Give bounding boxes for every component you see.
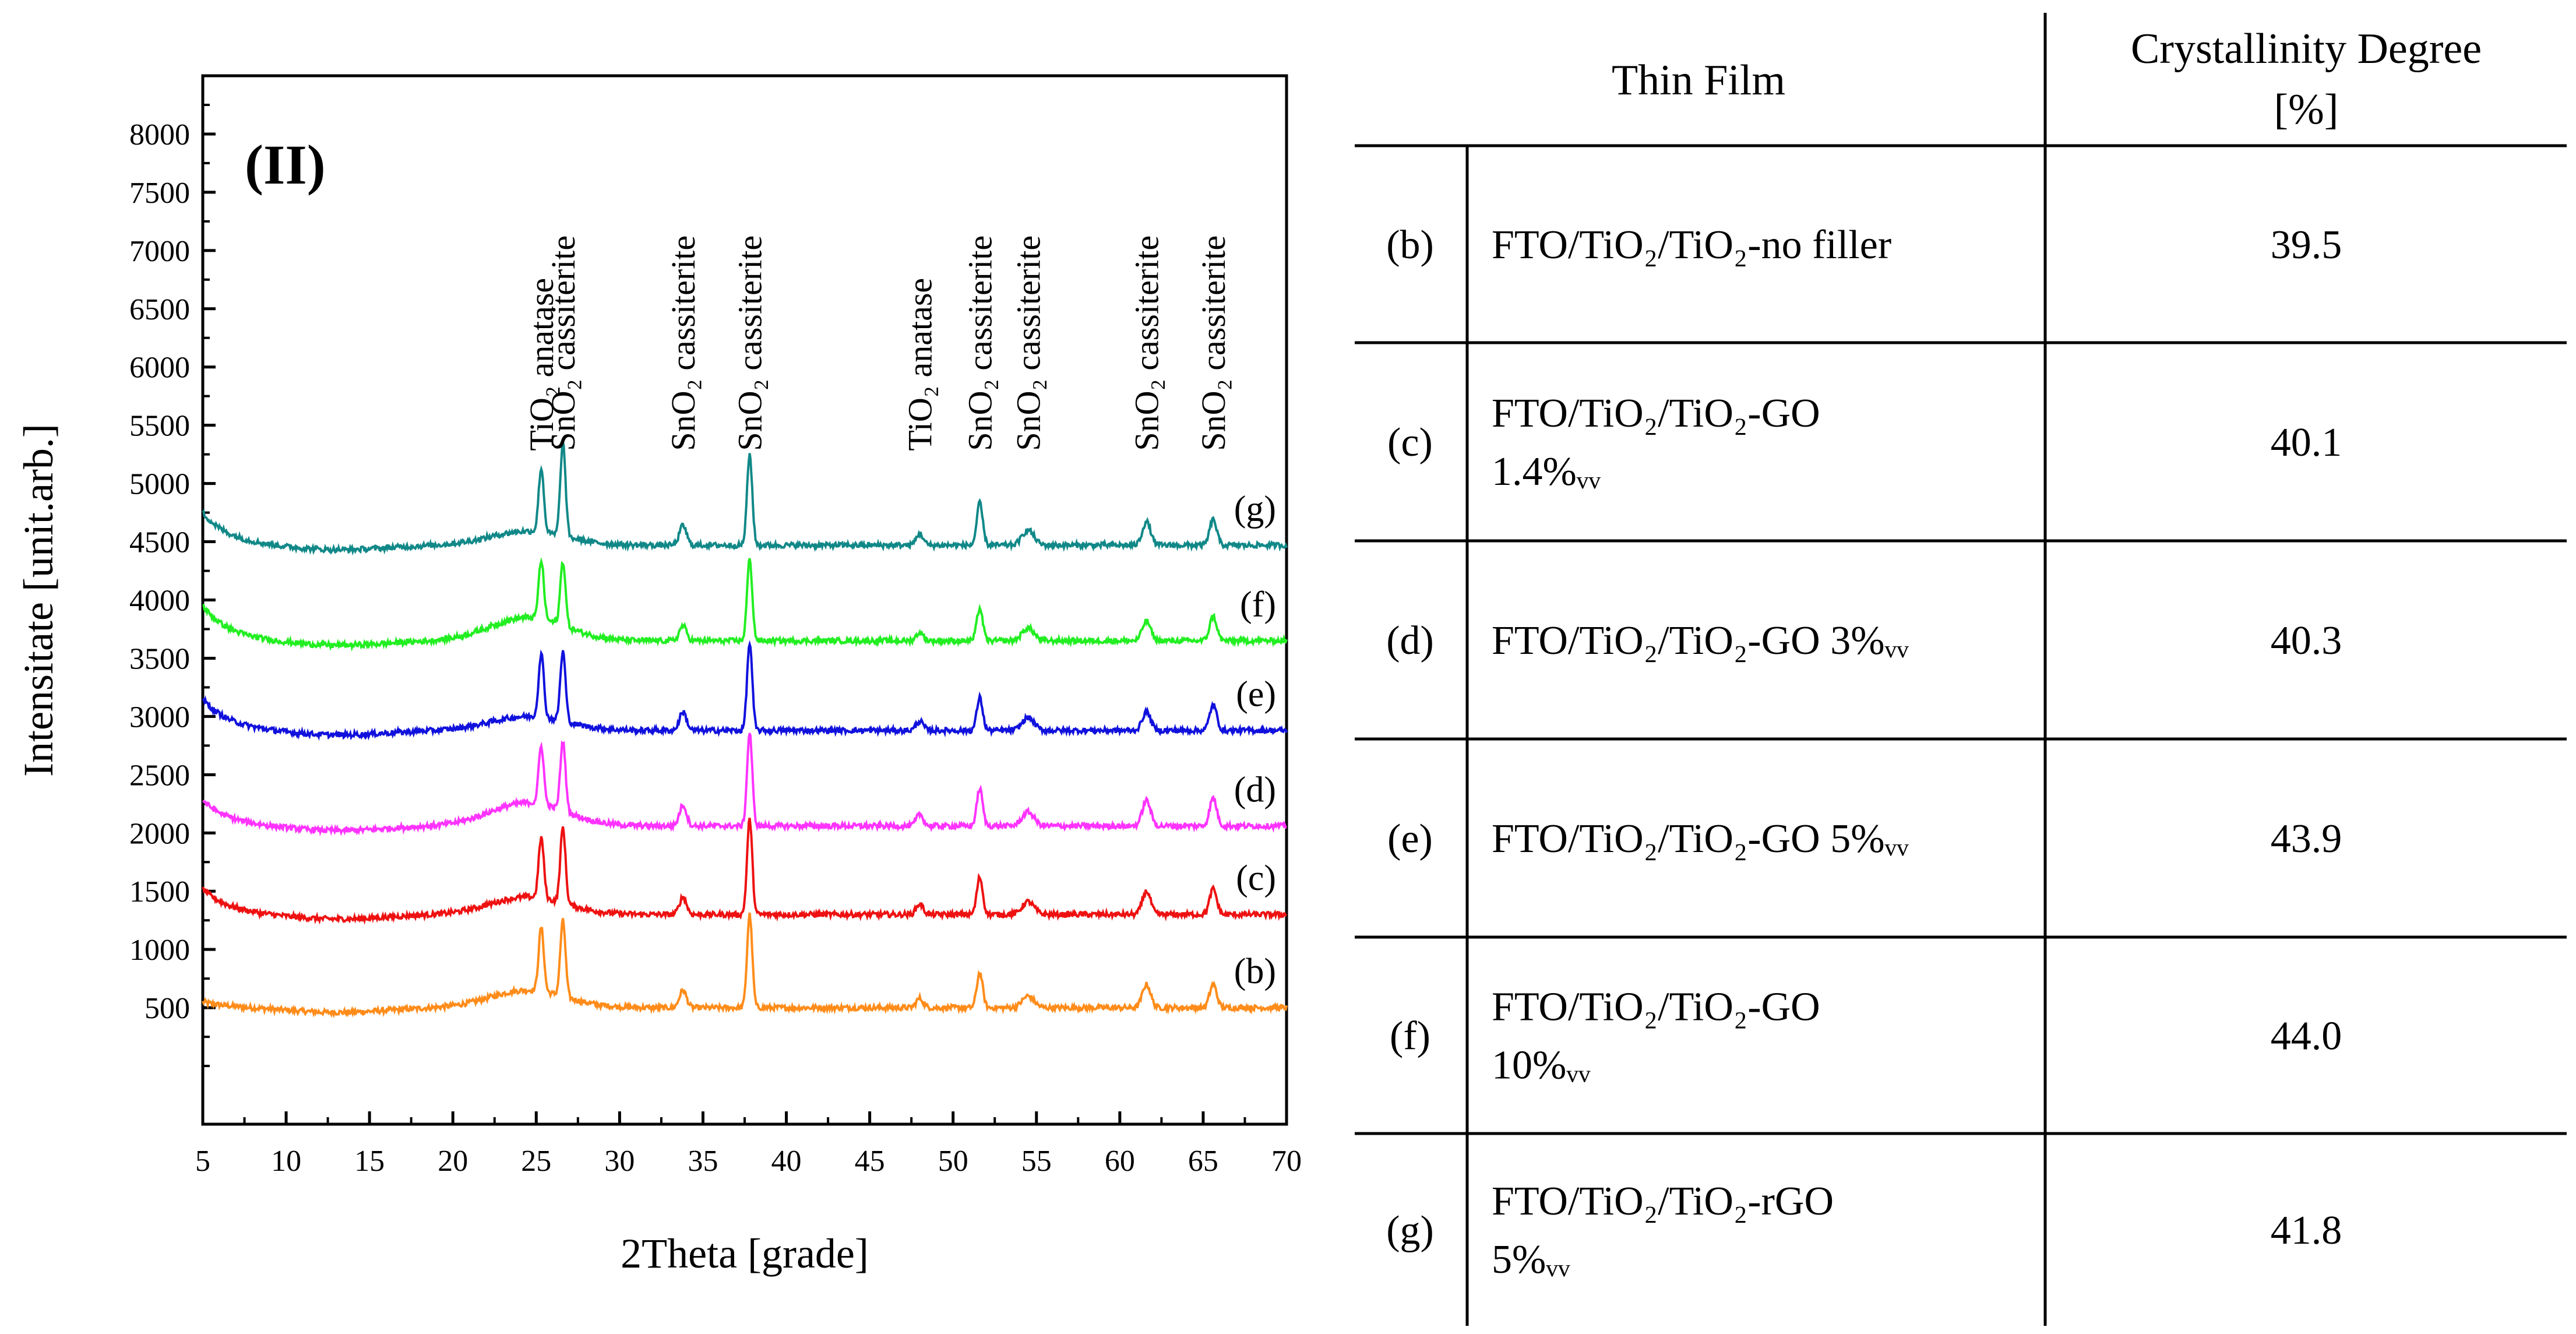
y-tick-label: 3500 <box>129 642 190 675</box>
y-tick-label: 1000 <box>129 934 190 967</box>
series-layer <box>202 442 1288 1019</box>
row-value: 44.0 <box>2271 1014 2342 1059</box>
series-line-f <box>202 557 1288 652</box>
row-value: 43.9 <box>2271 816 2342 861</box>
header-crystallinity: Crystallinity Degree <box>2131 25 2482 73</box>
series-label: (b) <box>1234 952 1276 991</box>
peak-annotation: SnO₂ cassiterite <box>1128 235 1166 451</box>
peak-annotation: SnO₂ cassiterite <box>731 235 769 451</box>
y-tick-label: 4000 <box>129 585 190 618</box>
header-crystallinity-unit: [%] <box>2274 86 2339 133</box>
x-tick-label: 70 <box>1271 1145 1302 1178</box>
peak-annotation: TiO₂ anatase <box>901 278 939 451</box>
x-axis-label: 2Theta [grade] <box>621 1230 869 1277</box>
series-label: (f) <box>1240 585 1276 624</box>
y-tick-label: 2000 <box>129 817 190 850</box>
y-axis-label: Intensitate [unit.arb.] <box>15 424 62 777</box>
y-tick-label: 8000 <box>129 118 190 152</box>
peak-annotation: SnO₂ cassiterite <box>664 235 702 451</box>
y-tick-label: 6000 <box>129 351 190 385</box>
x-tick-label: 10 <box>271 1145 301 1178</box>
row-film-line: FTO/TiO₂/TiO₂-GO 5%ᵥᵥ <box>1492 816 1909 861</box>
row-label: (e) <box>1387 816 1433 861</box>
row-film-line: FTO/TiO₂/TiO₂-rGO <box>1492 1179 1834 1224</box>
series-line-d <box>202 733 1287 837</box>
x-tick-label: 15 <box>354 1145 385 1178</box>
row-value: 41.8 <box>2271 1208 2342 1253</box>
x-tick-label: 20 <box>438 1145 468 1178</box>
series-labels: (b) (c) (d) (e) (f) (g) <box>1234 490 1276 992</box>
series-label: (e) <box>1236 674 1276 714</box>
header-thin-film: Thin Film <box>1612 57 1785 104</box>
table-grid <box>1355 13 2567 1326</box>
row-label: (f) <box>1390 1014 1430 1059</box>
row-film-line: 1.4%ᵥᵥ <box>1492 449 1601 494</box>
x-tick-label: 50 <box>938 1145 968 1178</box>
row-film-line: 5%ᵥᵥ <box>1492 1237 1570 1282</box>
series-line-b <box>202 912 1288 1019</box>
panel-label: (II) <box>245 133 326 196</box>
row-film-line: FTO/TiO₂/TiO₂-GO 3%ᵥᵥ <box>1492 618 1909 663</box>
row-value: 39.5 <box>2271 223 2342 267</box>
y-tick-label: 5000 <box>129 468 190 501</box>
row-label: (d) <box>1386 618 1434 663</box>
row-film-line: FTO/TiO₂/TiO₂-GO <box>1492 391 1820 436</box>
series-label: (c) <box>1236 858 1276 898</box>
y-tick-label: 2500 <box>129 759 190 792</box>
y-tick-label: 500 <box>145 992 190 1025</box>
row-value: 40.1 <box>2271 420 2342 465</box>
series-line-g <box>202 442 1288 556</box>
peak-annotation: SnO₂ cassiterite <box>1194 235 1232 451</box>
series-label: (d) <box>1234 770 1276 809</box>
x-tick-label: 30 <box>604 1145 635 1178</box>
y-tick-label: 3000 <box>129 701 190 734</box>
row-value: 40.3 <box>2271 618 2342 663</box>
y-axis: 500 1000 1500 2000 2500 3000 3500 4000 4500 5000 5… <box>129 103 216 1068</box>
x-tick-label: 55 <box>1021 1145 1052 1178</box>
y-tick-label: 1500 <box>129 875 190 909</box>
x-tick-label: 40 <box>771 1145 802 1178</box>
row-film-line: 10%ᵥᵥ <box>1492 1043 1591 1088</box>
x-tick-label: 5 <box>195 1145 210 1178</box>
peak-annotation: TiO₂ anatase <box>523 278 561 451</box>
peak-annotation: SnO₂ cassiterite <box>544 235 582 451</box>
row-label: (g) <box>1386 1208 1434 1253</box>
y-tick-label: 5500 <box>129 410 190 443</box>
series-label: (g) <box>1234 490 1276 529</box>
row-label: (b) <box>1386 223 1434 267</box>
x-tick-label: 60 <box>1105 1145 1135 1178</box>
x-axis: 5 10 15 20 25 30 35 40 45 50 55 60 65 70 <box>195 1111 1302 1178</box>
series-line-e <box>202 640 1288 741</box>
peak-annotation: SnO₂ cassiterite <box>1009 235 1047 451</box>
y-tick-label: 7000 <box>129 235 190 268</box>
x-tick-label: 25 <box>521 1145 551 1178</box>
x-tick-label: 65 <box>1188 1145 1218 1178</box>
row-label: (c) <box>1387 420 1433 465</box>
peak-annotation: SnO₂ cassiterite <box>961 235 999 451</box>
x-tick-label: 35 <box>688 1145 718 1178</box>
y-tick-label: 4500 <box>129 526 190 559</box>
table-rows: (b) FTO/TiO₂/TiO₂-no filler 39.5 (c) FTO/TiO… <box>1386 223 2342 1282</box>
row-film-line: FTO/TiO₂/TiO₂-no filler <box>1492 223 1891 267</box>
row-film-line: FTO/TiO₂/TiO₂-GO <box>1492 985 1820 1030</box>
y-tick-label: 7500 <box>129 177 190 210</box>
x-tick-label: 45 <box>855 1145 885 1178</box>
series-line-c <box>202 817 1288 925</box>
y-tick-label: 6500 <box>129 293 190 326</box>
